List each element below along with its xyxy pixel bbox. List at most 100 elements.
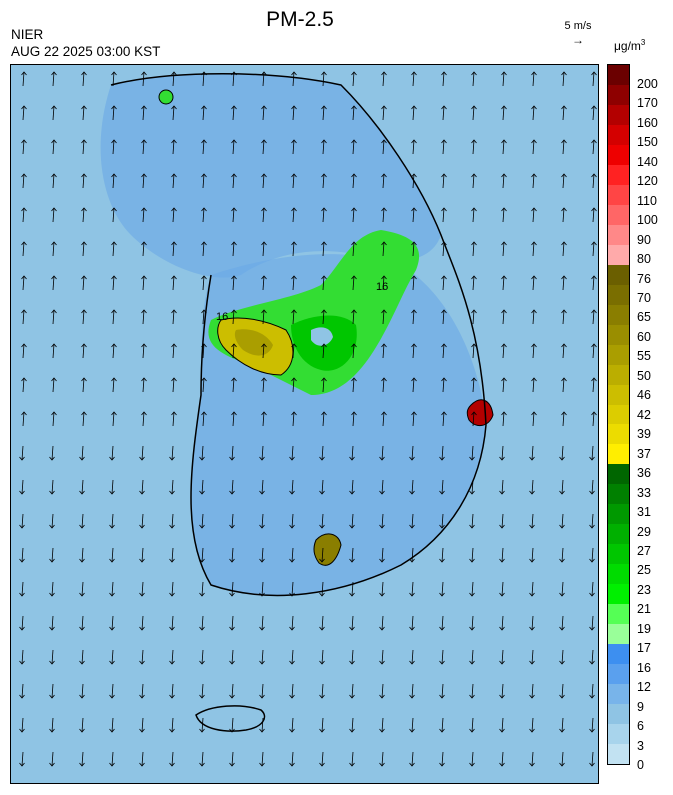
wind-arrow-head bbox=[409, 524, 415, 529]
wind-arrow-head bbox=[349, 762, 355, 767]
wind-arrow-head bbox=[171, 343, 177, 348]
legend-swatch bbox=[608, 84, 629, 106]
wind-arrow-head bbox=[201, 343, 207, 348]
wind-arrow-icon bbox=[531, 649, 534, 665]
wind-arrow-icon bbox=[532, 207, 535, 223]
wind-arrow-head bbox=[171, 377, 177, 382]
wind-arrow-head bbox=[81, 105, 87, 110]
wind-arrow-icon bbox=[442, 139, 445, 155]
wind-arrow-head bbox=[291, 343, 297, 348]
wind-arrow-icon bbox=[171, 683, 174, 699]
wind-arrow-icon bbox=[202, 275, 205, 291]
wind-arrow-icon bbox=[591, 717, 594, 733]
wind-arrow-head bbox=[379, 728, 385, 733]
wind-arrow-head bbox=[501, 71, 507, 76]
legend-tick-label: 140 bbox=[637, 154, 658, 169]
wind-arrow-head bbox=[51, 275, 57, 280]
wind-arrow-head bbox=[589, 762, 595, 767]
wind-arrow-head bbox=[51, 241, 57, 246]
wind-arrow-icon bbox=[412, 411, 415, 427]
wind-arrow-icon bbox=[231, 547, 234, 563]
wind-arrow-icon bbox=[261, 615, 264, 631]
legend-tick-label: 27 bbox=[637, 543, 651, 558]
wind-arrow-icon bbox=[501, 581, 504, 597]
wind-arrow-icon bbox=[501, 445, 504, 461]
map-canvas: 16 16 bbox=[19, 71, 597, 767]
legend-tick-label: 200 bbox=[637, 77, 658, 91]
wind-arrow-head bbox=[289, 490, 295, 495]
wind-arrow-head bbox=[49, 490, 55, 495]
legend-tick-label: 70 bbox=[637, 291, 651, 306]
wind-arrow-head bbox=[321, 411, 327, 416]
legend-swatch bbox=[608, 184, 629, 206]
wind-arrow-icon bbox=[231, 717, 234, 733]
wind-arrow-icon bbox=[141, 547, 144, 563]
wind-arrow-head bbox=[19, 660, 25, 665]
wind-arrow-head bbox=[439, 626, 445, 631]
wind-arrow-head bbox=[409, 456, 415, 461]
wind-arrow-icon bbox=[352, 139, 355, 155]
wind-arrow-icon bbox=[591, 751, 594, 767]
wind-arrow-head bbox=[199, 558, 205, 563]
wind-arrow-icon bbox=[591, 547, 594, 563]
wind-arrow-head bbox=[411, 105, 417, 110]
wind-arrow-icon bbox=[441, 581, 444, 597]
wind-arrow-head bbox=[531, 241, 537, 246]
wind-arrow-icon bbox=[472, 173, 475, 189]
wind-arrow-head bbox=[561, 241, 567, 246]
wind-arrow-head bbox=[319, 694, 325, 699]
wind-arrow-icon bbox=[291, 751, 294, 767]
wind-arrow-icon bbox=[291, 649, 294, 665]
wind-arrow-icon bbox=[321, 479, 324, 495]
wind-arrow-head bbox=[499, 592, 505, 597]
wind-arrow-icon bbox=[531, 717, 534, 733]
wind-arrow-icon bbox=[112, 139, 115, 155]
wind-arrow-head bbox=[439, 524, 445, 529]
wind-arrow-icon bbox=[321, 581, 324, 597]
wind-arrow-icon bbox=[352, 377, 355, 393]
wind-arrow-icon bbox=[261, 683, 264, 699]
wind-arrow-head bbox=[231, 411, 237, 416]
wind-arrow-head bbox=[531, 71, 537, 76]
wind-arrow-head bbox=[141, 173, 147, 178]
wind-arrow-icon bbox=[232, 71, 235, 87]
wind-arrow-icon bbox=[261, 479, 264, 495]
wind-arrow-icon bbox=[142, 411, 145, 427]
wind-arrow-icon bbox=[81, 445, 84, 461]
wind-arrow-icon bbox=[232, 275, 235, 291]
wind-arrow-icon bbox=[381, 445, 384, 461]
wind-arrow-icon bbox=[592, 173, 595, 189]
wind-arrow-head bbox=[109, 490, 115, 495]
legend-swatch bbox=[608, 444, 629, 465]
wind-arrow-icon bbox=[502, 309, 505, 325]
wind-arrow-head bbox=[231, 207, 237, 212]
wind-arrow-icon bbox=[141, 649, 144, 665]
wind-arrow-icon bbox=[592, 275, 595, 291]
wind-arrow-icon bbox=[111, 751, 114, 767]
wind-arrow-icon bbox=[81, 513, 84, 529]
wind-arrow-head bbox=[169, 592, 175, 597]
wind-arrow-icon bbox=[51, 445, 54, 461]
wind-arrow-icon bbox=[592, 241, 595, 257]
wind-arrow-head bbox=[351, 105, 357, 110]
wind-arrow-head bbox=[19, 762, 25, 767]
wind-arrow-head bbox=[19, 728, 25, 733]
wind-arrow-head bbox=[529, 626, 535, 631]
wind-arrow-head bbox=[81, 411, 87, 416]
wind-arrow-head bbox=[441, 377, 447, 382]
wind-arrow-head bbox=[139, 626, 145, 631]
wind-arrow-head bbox=[469, 728, 475, 733]
wind-arrow-head bbox=[111, 275, 117, 280]
wind-arrow-head bbox=[291, 275, 297, 280]
wind-arrow-icon bbox=[411, 479, 414, 495]
wind-arrow-head bbox=[591, 275, 597, 280]
legend-swatch bbox=[608, 384, 629, 405]
wind-arrow-icon bbox=[592, 207, 595, 223]
wind-arrow-head bbox=[139, 524, 145, 529]
wind-arrow-head bbox=[381, 275, 387, 280]
wind-arrow-head bbox=[289, 558, 295, 563]
pm25-map: 16 16 bbox=[10, 64, 599, 784]
wind-arrow-icon bbox=[471, 581, 474, 597]
wind-arrow-icon bbox=[142, 377, 145, 393]
legend-tick-label: 6 bbox=[637, 719, 644, 734]
